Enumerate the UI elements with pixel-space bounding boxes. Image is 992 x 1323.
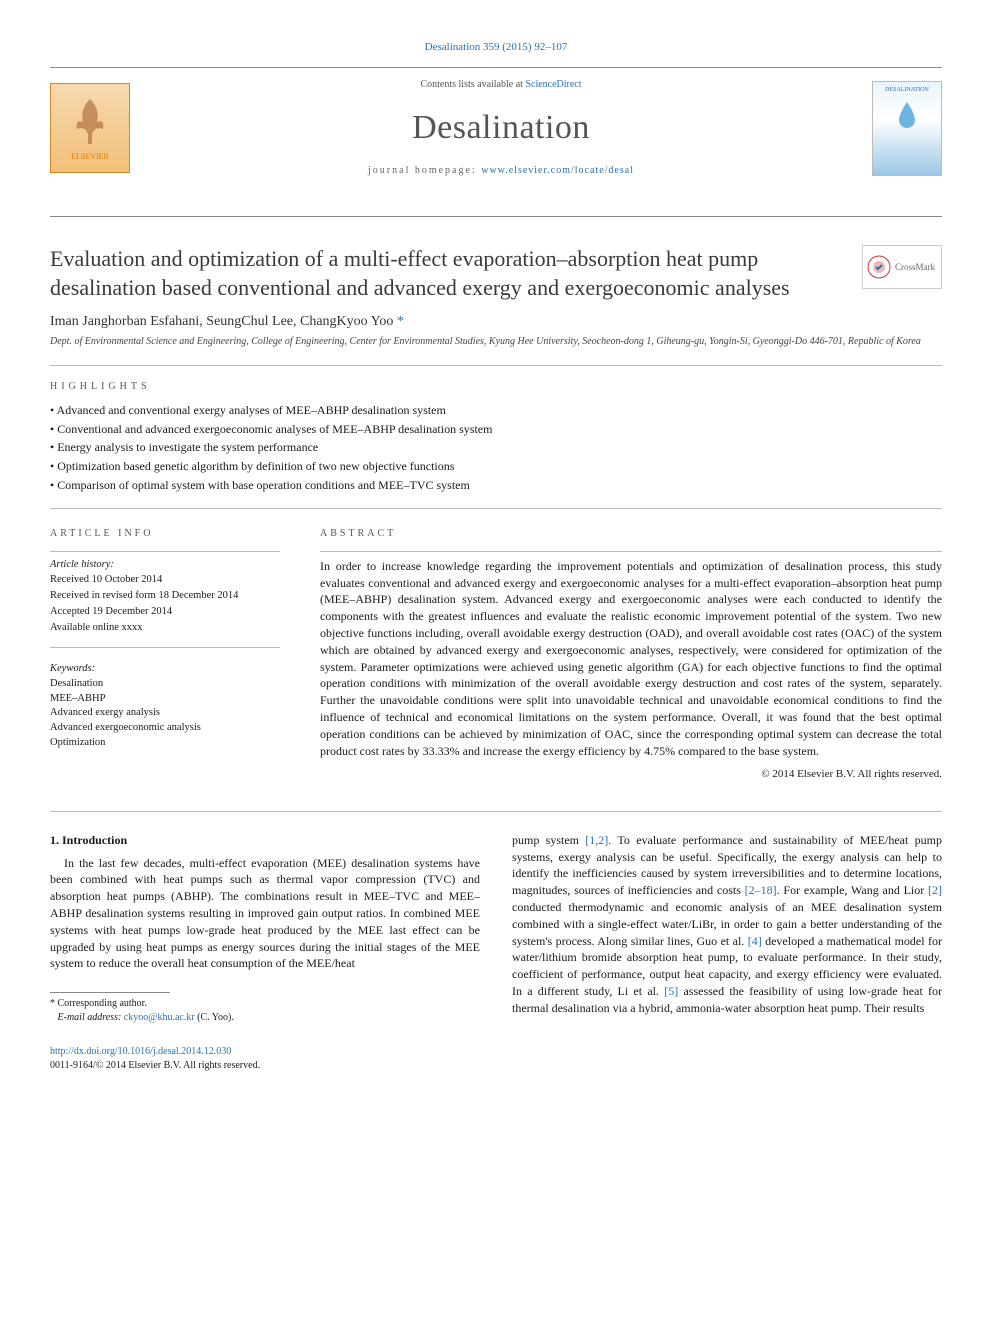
- issn-copyright: 0011-9164/© 2014 Elsevier B.V. All right…: [50, 1060, 260, 1071]
- keyword: Advanced exergoeconomic analysis: [50, 721, 280, 736]
- rule: [50, 365, 942, 366]
- affiliation: Dept. of Environmental Science and Engin…: [50, 335, 942, 349]
- publisher-label: ELSEVIER: [71, 151, 109, 162]
- rule: [50, 811, 942, 812]
- abstract-heading: ABSTRACT: [320, 527, 942, 541]
- keyword: MEE–ABHP: [50, 692, 280, 707]
- keyword: Desalination: [50, 677, 280, 692]
- abstract-text: In order to increase knowledge regarding…: [320, 558, 942, 760]
- abstract-copyright: © 2014 Elsevier B.V. All rights reserved…: [320, 767, 942, 782]
- history-line: Available online xxxx: [50, 621, 280, 636]
- journal-homepage-link[interactable]: www.elsevier.com/locate/desal: [481, 165, 634, 176]
- doi-link[interactable]: http://dx.doi.org/10.1016/j.desal.2014.1…: [50, 1046, 231, 1057]
- highlight-item: Advanced and conventional exergy analyse…: [50, 402, 942, 419]
- authors-line: Iman Janghorban Esfahani, SeungChul Lee,…: [50, 312, 942, 332]
- homepage-label: journal homepage:: [368, 165, 481, 176]
- water-drop-icon: [887, 94, 927, 134]
- keyword: Advanced exergy analysis: [50, 706, 280, 721]
- footnote-email: E-mail address: ckyoo@khu.ac.kr (C. Yoo)…: [50, 1011, 480, 1025]
- email-label: E-mail address:: [58, 1012, 124, 1023]
- crossmark-label: CrossMark: [895, 261, 935, 274]
- highlight-item: Optimization based genetic algorithm by …: [50, 458, 942, 475]
- keywords-label: Keywords:: [50, 662, 280, 677]
- crossmark-badge[interactable]: CrossMark: [862, 245, 942, 289]
- journal-name: Desalination: [130, 104, 872, 152]
- footer-block: http://dx.doi.org/10.1016/j.desal.2014.1…: [50, 1045, 480, 1073]
- publisher-logo: ELSEVIER: [50, 83, 130, 173]
- abstract: ABSTRACT In order to increase knowledge …: [320, 527, 942, 783]
- header-citation: Desalination 359 (2015) 92–107: [50, 40, 942, 55]
- body-paragraph: pump system [1,2]. To evaluate performan…: [512, 832, 942, 1017]
- body-paragraph: In the last few decades, multi-effect ev…: [50, 855, 480, 973]
- ref-link[interactable]: [5]: [664, 984, 678, 998]
- highlight-item: Comparison of optimal system with base o…: [50, 477, 942, 494]
- highlights-label: HIGHLIGHTS: [50, 380, 942, 394]
- section-heading: 1. Introduction: [50, 832, 480, 849]
- history-line: Received in revised form 18 December 201…: [50, 589, 280, 604]
- contents-line: Contents lists available at ScienceDirec…: [130, 78, 872, 92]
- email-suffix: (C. Yoo).: [195, 1012, 234, 1023]
- history-line: Received 10 October 2014: [50, 573, 280, 588]
- body-col-left: 1. Introduction In the last few decades,…: [50, 832, 480, 1073]
- journal-cover-thumbnail: DESALINATION: [872, 81, 942, 176]
- masthead: ELSEVIER Contents lists available at Sci…: [50, 67, 942, 217]
- article-title: Evaluation and optimization of a multi-e…: [50, 245, 810, 301]
- elsevier-tree-icon: [65, 94, 115, 149]
- highlight-item: Energy analysis to investigate the syste…: [50, 439, 942, 456]
- history-line: Accepted 19 December 2014: [50, 605, 280, 620]
- ref-link[interactable]: [2]: [928, 883, 942, 897]
- ref-link[interactable]: [2–18]: [745, 883, 777, 897]
- ref-link[interactable]: [1,2]: [585, 833, 608, 847]
- body-columns: 1. Introduction In the last few decades,…: [50, 832, 942, 1073]
- corresponding-mark: *: [397, 314, 404, 329]
- history-label: Article history:: [50, 558, 280, 573]
- body-col-right: pump system [1,2]. To evaluate performan…: [512, 832, 942, 1073]
- corresponding-email-link[interactable]: ckyoo@khu.ac.kr: [124, 1012, 195, 1023]
- highlight-item: Conventional and advanced exergoeconomic…: [50, 421, 942, 438]
- highlights-list: Advanced and conventional exergy analyse…: [50, 402, 942, 494]
- ref-link[interactable]: [4]: [748, 934, 762, 948]
- sciencedirect-link[interactable]: ScienceDirect: [525, 79, 581, 90]
- footnote-rule: [50, 992, 170, 993]
- footnote-corresponding: * Corresponding author.: [50, 997, 480, 1011]
- contents-prefix: Contents lists available at: [420, 79, 525, 90]
- article-info: ARTICLE INFO Article history: Received 1…: [50, 527, 280, 783]
- crossmark-icon: [867, 255, 891, 279]
- keyword: Optimization: [50, 736, 280, 751]
- rule: [50, 508, 942, 509]
- journal-homepage: journal homepage: www.elsevier.com/locat…: [130, 164, 872, 178]
- authors-names: Iman Janghorban Esfahani, SeungChul Lee,…: [50, 314, 397, 329]
- cover-label: DESALINATION: [885, 87, 929, 93]
- article-info-heading: ARTICLE INFO: [50, 527, 280, 541]
